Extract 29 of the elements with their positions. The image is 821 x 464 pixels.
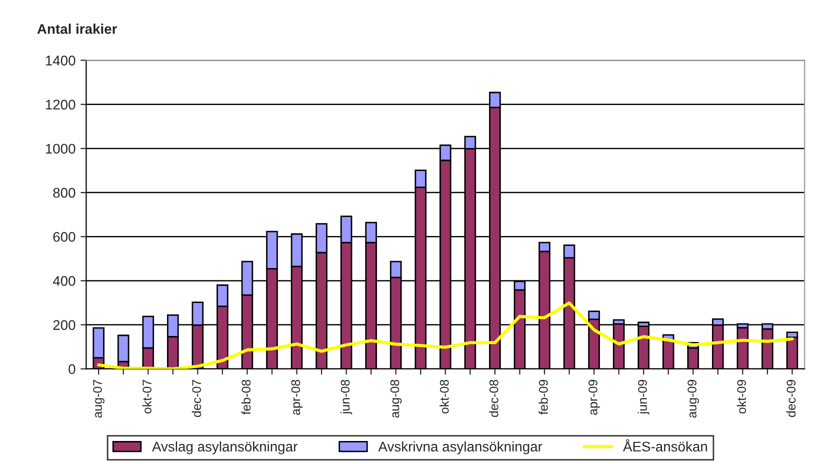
y-tick-label: 400: [52, 276, 76, 286]
bar: [117, 334, 130, 362]
x-tick-label: aug-07: [93, 380, 104, 418]
x-tick-label: aug-08: [390, 380, 402, 418]
line-series: [97, 301, 794, 369]
x-tick-label: dec-08: [489, 380, 498, 417]
x-tick-label: okt-07: [142, 380, 152, 414]
legend-label: Avskrivna asylansökningar: [378, 441, 542, 454]
x-tick-label: apr-08: [291, 380, 303, 415]
x-tick-label: okt-09: [736, 380, 746, 414]
x-tick-label: jun-08: [340, 380, 352, 414]
x-tick-label: okt-08: [440, 380, 449, 414]
x-tick-label: apr-09: [588, 380, 600, 415]
y-tick-label: 1200: [46, 100, 76, 110]
y-tick-label: 1000: [46, 144, 76, 154]
x-tick-label: aug-09: [688, 380, 699, 418]
legend-label: ÅES-ansökan: [622, 439, 707, 452]
x-tick-label: dec-07: [192, 380, 202, 417]
x-tick-label: feb-08: [241, 380, 251, 415]
x-tick-label: dec-09: [786, 380, 796, 417]
y-tick-label: 600: [53, 232, 76, 242]
legend-label: Avslag asylansökningar: [152, 441, 298, 454]
x-tick-label: feb-09: [538, 380, 548, 415]
y-tick-label: 0: [68, 364, 76, 374]
y-tick-label: 800: [53, 188, 76, 198]
y-axis-title: Antal irakier: [37, 24, 118, 34]
x-tick-label: jun-09: [638, 380, 650, 414]
y-tick-label: 1400: [46, 56, 76, 66]
y-tick-label: 200: [53, 320, 76, 330]
